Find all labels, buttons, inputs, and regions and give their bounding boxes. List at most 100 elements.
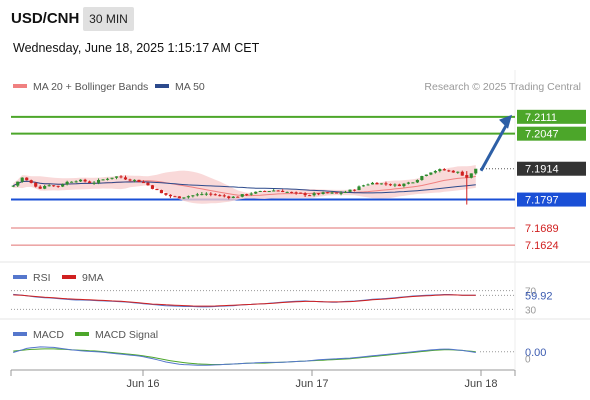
macd-tick-0: 0 [525,355,531,366]
macd-current-label: 0.00 [525,347,546,359]
current-price-tag [517,161,586,176]
candle-body [375,182,379,185]
candle-body [370,182,375,185]
candle-body [352,189,357,191]
candle-body [290,191,294,193]
candle-body [186,196,190,198]
ma50-line [12,180,476,194]
candle-body [123,177,128,180]
x-axis: Jun 16 Jun 17 Jun 18 [10,370,516,390]
candle-body [146,182,150,186]
candle-body [456,171,460,173]
x-tick-label-0: Jun 16 [126,378,159,390]
candle-body [402,183,406,187]
candle-body [263,190,267,192]
candle-body [236,196,240,198]
candle-body [43,186,47,189]
candle-body [213,194,217,196]
candle-body [451,170,455,173]
candle-body [308,195,312,197]
candle-body [47,185,51,187]
rsi-tick-0: 70 [525,287,537,298]
candle-body [191,195,195,197]
candle-body [330,192,334,194]
candle-body [231,196,235,198]
candle-body [465,175,469,178]
rsi-panel: 70 30 59.92 [11,287,553,316]
level-tag-0 [517,109,586,124]
candle-body [267,191,271,193]
level-label-0: 7.2111 [525,112,557,124]
level-label-2: 7.1797 [525,195,559,207]
candle-body [411,182,415,184]
candle-body [38,186,42,189]
candle-body [406,182,410,184]
candle-body [469,173,473,178]
candle-body [200,194,204,196]
legend-rsi: RSI 9MA [13,272,104,284]
candle-body [334,192,339,194]
candle-body [119,176,123,178]
rsi-current-label: 59.92 [525,290,553,302]
candle-body [424,174,428,177]
legend-label-ma50: MA 50 [175,81,205,93]
level-label-1: 7.2047 [525,129,559,141]
candle-body [388,184,393,186]
candle-body [384,183,388,185]
candle-body [52,185,56,187]
candle-body [303,193,307,196]
candle-body [11,185,15,187]
candle-body [429,172,433,175]
legend-label-macd: MACD [33,329,64,341]
candle-body [245,194,249,196]
legend-label-rsi-ma: 9MA [82,272,104,284]
legend-swatch-rsi [13,275,27,279]
candle-body [379,183,384,185]
candle-body [258,190,262,192]
candle-body [204,193,208,195]
candle-body [101,179,105,181]
candle-body [96,180,101,183]
candle-body [294,192,298,194]
x-tick-label-1: Jun 17 [295,378,328,390]
legend-swatch-ma20 [13,84,27,88]
candle-body [420,176,424,180]
legend-label-ma20: MA 20 + Bollinger Bands [33,81,148,93]
legend-swatch-ma50 [155,84,169,88]
candle-body [141,182,146,184]
candle-body [155,188,159,191]
candle-body [110,177,114,179]
candle-body [299,192,303,194]
candle-body [442,169,446,171]
candle-body [317,193,321,195]
bollinger-band-area [13,165,476,204]
level-label-3: 7.1689 [525,223,559,235]
current-price-label: 7.1914 [525,164,559,176]
watermark-text: Research © 2025 Trading Central [424,81,581,93]
candle-body [132,179,137,181]
candle-body [227,196,231,198]
candle-body [150,185,155,189]
projection-arrow-shaft [479,123,509,172]
candle-body [361,185,366,187]
candle-body [254,191,258,194]
candle-body [16,181,20,186]
candle-body [114,176,119,178]
level-tag-2 [517,192,586,207]
candle-body [447,170,451,172]
legend-main: MA 20 + Bollinger Bands MA 50 [13,81,205,93]
candle-body [177,196,181,199]
legend-swatch-macd-signal [75,332,89,336]
legend-swatch-macd [13,332,27,336]
rsi-ma-line [13,294,476,307]
candle-body [29,180,33,183]
candle-body [285,191,289,193]
legend-label-macd-signal: MACD Signal [95,329,158,341]
legend-macd: MACD MACD Signal [13,329,158,341]
candle-body [61,184,65,187]
rsi-tick-1: 30 [525,305,537,316]
candle-body [20,177,24,182]
timeframe-badge[interactable]: 30 MIN [83,7,134,31]
candle-body [74,181,78,183]
